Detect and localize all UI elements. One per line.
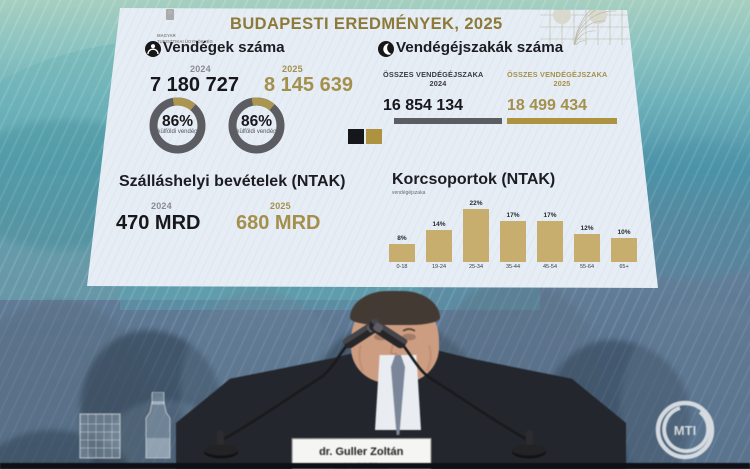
svg-text:MTI: MTI (674, 423, 696, 438)
